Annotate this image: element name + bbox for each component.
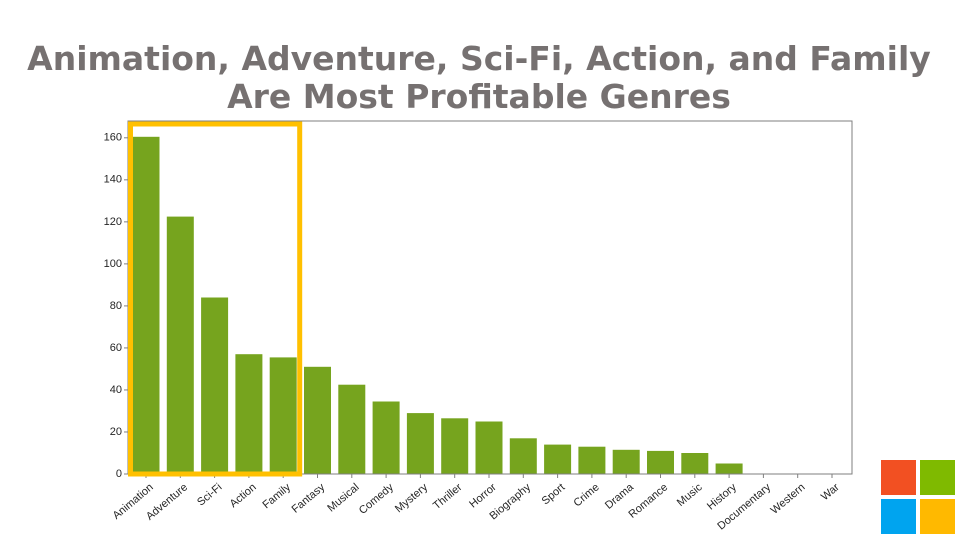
- x-tick-label-family: Family: [260, 481, 293, 511]
- y-tick-label-120: 120: [104, 216, 122, 228]
- x-tick-label-western: Western: [769, 481, 808, 516]
- bar-action: [235, 354, 263, 474]
- x-tick-label-music: Music: [675, 481, 705, 509]
- y-tick-label-20: 20: [110, 426, 122, 438]
- slide-title: Animation, Adventure, Sci-Fi, Action, an…: [0, 40, 958, 116]
- bar-biography: [509, 438, 537, 474]
- bar-animation: [132, 136, 160, 475]
- bar-musical: [338, 384, 366, 474]
- x-tick-label-crime: Crime: [572, 481, 602, 509]
- y-tick-label-40: 40: [110, 384, 122, 396]
- x-tick-label-fantasy: Fantasy: [290, 481, 328, 516]
- y-tick-label-100: 100: [104, 258, 122, 270]
- bar-sci-fi: [201, 297, 229, 474]
- x-tick-label-musical: Musical: [325, 481, 361, 514]
- bar-mystery: [406, 413, 434, 474]
- bar-thriller: [441, 418, 469, 474]
- x-tick-label-action: Action: [228, 481, 259, 510]
- logo-tile-red: [881, 460, 916, 495]
- bar-comedy: [372, 401, 400, 474]
- bar-drama: [612, 449, 640, 474]
- x-tick-label-horror: Horror: [467, 481, 499, 510]
- logo-tile-blue: [881, 499, 916, 534]
- x-tick-label-thriller: Thriller: [431, 481, 465, 512]
- x-tick-label-war: War: [819, 481, 842, 503]
- x-tick-label-sport: Sport: [540, 481, 568, 507]
- bars-group: [132, 136, 743, 475]
- bar-history: [715, 463, 743, 474]
- x-tick-label-comedy: Comedy: [357, 481, 396, 517]
- microsoft-logo: [881, 460, 957, 536]
- highlight-box: [128, 121, 303, 477]
- bar-sport: [544, 444, 572, 474]
- bar-family: [269, 357, 297, 474]
- bar-fantasy: [304, 366, 331, 474]
- logo-tile-yellow: [920, 499, 955, 534]
- bar-romance: [647, 450, 674, 474]
- y-axis: 0 20 40 60 80 100 120 140 160: [104, 132, 128, 480]
- x-tick-label-sci-fi: Sci-Fi: [195, 481, 224, 508]
- title-line-1: Animation, Adventure, Sci-Fi, Action, an…: [27, 39, 931, 78]
- logo-tile-green: [920, 460, 955, 495]
- plot-frame: [127, 120, 853, 475]
- y-tick-label-60: 60: [110, 342, 122, 354]
- y-tick-label-0: 0: [116, 468, 122, 480]
- title-line-2: Are Most Profitable Genres: [227, 77, 731, 116]
- bar-adventure: [166, 216, 194, 474]
- bar-horror: [475, 421, 503, 474]
- y-tick-label-80: 80: [110, 300, 122, 312]
- y-tick-label-160: 160: [104, 132, 122, 144]
- bar-crime: [578, 446, 606, 474]
- bar-music: [681, 453, 709, 474]
- x-tick-label-mystery: Mystery: [393, 481, 431, 515]
- y-tick-label-140: 140: [104, 174, 122, 186]
